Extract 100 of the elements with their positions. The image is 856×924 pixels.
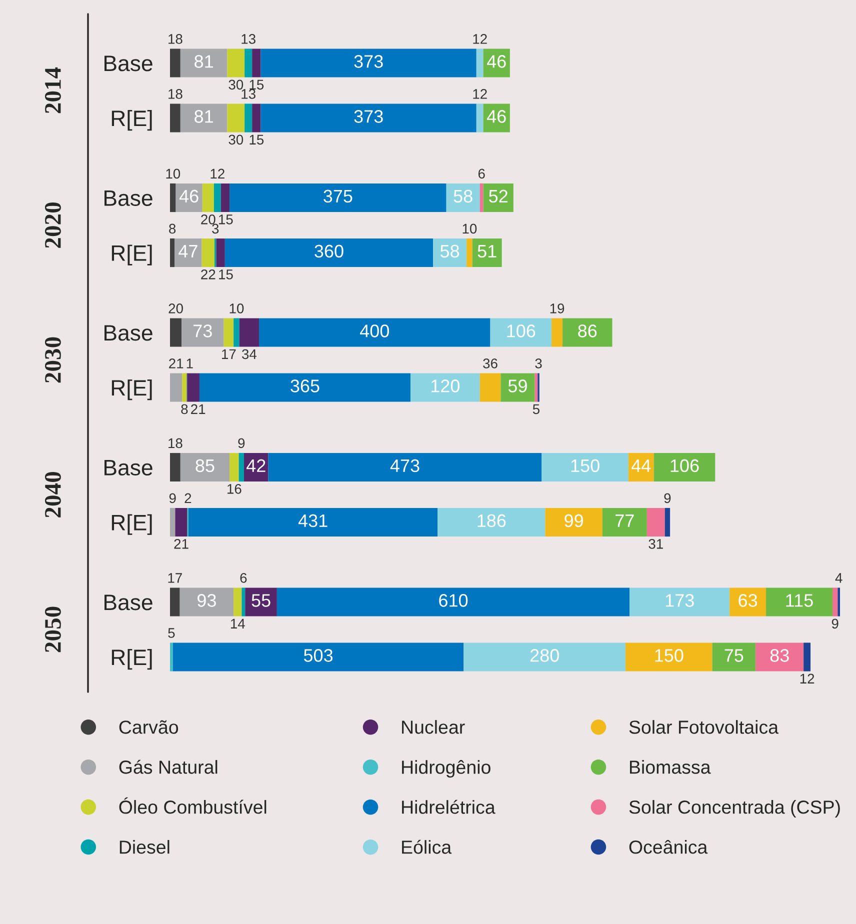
- legend-label: Biomassa: [630, 760, 711, 774]
- data-label: 73: [194, 324, 212, 338]
- data-label: 15: [250, 134, 264, 145]
- data-label: 8: [181, 404, 188, 414]
- data-label: 373: [354, 55, 383, 68]
- text: 2040: [44, 472, 61, 518]
- data-label: 2: [184, 493, 192, 503]
- data-label: 13: [242, 89, 256, 99]
- data-label: 10: [166, 168, 180, 179]
- data-label: 10: [462, 224, 477, 234]
- data-label: 280: [530, 649, 559, 662]
- data-label: 31: [648, 539, 663, 549]
- data-label: 81: [194, 55, 213, 68]
- data-label: 473: [390, 459, 420, 472]
- data-label: 34: [242, 349, 257, 360]
- data-label: 13: [242, 34, 256, 44]
- data-label: 22: [201, 270, 216, 280]
- data-label: 59: [508, 380, 527, 392]
- data-label: 36: [483, 358, 498, 368]
- data-label: 4: [835, 573, 842, 583]
- y-tick-label: R[E]: [112, 110, 152, 131]
- data-label: 106: [507, 324, 536, 338]
- data-label: 6: [240, 573, 247, 583]
- y-tick-label: R[E]: [112, 244, 152, 266]
- data-label: 46: [179, 190, 198, 203]
- data-label: 400: [360, 324, 389, 338]
- data-label: 173: [666, 594, 694, 607]
- data-label: 77: [616, 514, 634, 527]
- data-label: 99: [564, 514, 583, 528]
- data-label: 150: [571, 459, 600, 472]
- data-label: 15: [219, 270, 233, 280]
- legend-label: Nuclear: [402, 720, 465, 734]
- y-tick-label: Base: [104, 325, 152, 341]
- data-label: 58: [440, 244, 460, 258]
- data-label: 81: [194, 110, 213, 123]
- data-label: 17: [222, 349, 236, 359]
- data-label: 85: [196, 459, 214, 472]
- legend-label: Carvão: [119, 720, 178, 734]
- legend-label: Hidrelétrica: [402, 800, 496, 814]
- data-label: 58: [454, 190, 472, 203]
- data-label: 503: [304, 649, 333, 662]
- data-label: 365: [290, 380, 320, 392]
- data-label: 15: [250, 80, 264, 90]
- y-tick-label: Base: [104, 460, 152, 476]
- text: 2020: [44, 202, 61, 248]
- data-label: 12: [210, 168, 224, 178]
- data-label: 18: [168, 34, 182, 44]
- data-label: 18: [168, 89, 182, 99]
- data-label: 360: [314, 244, 344, 258]
- data-label: 19: [550, 304, 564, 314]
- data-label: 30: [228, 80, 244, 90]
- data-label: 115: [786, 594, 813, 607]
- data-label: 21: [191, 404, 206, 414]
- data-label: 20: [168, 304, 183, 314]
- data-label: 150: [655, 649, 684, 662]
- y-tick-label: Base: [104, 56, 152, 72]
- y-tick-label: Base: [104, 190, 152, 206]
- legend-label: Gás Natural: [119, 760, 218, 774]
- data-label: 75: [724, 649, 744, 662]
- data-label: 9: [169, 493, 176, 504]
- data-label: 17: [168, 573, 182, 583]
- data-label: 12: [800, 674, 814, 684]
- data-label: 55: [252, 594, 270, 607]
- y-tick-label: Base: [104, 594, 152, 610]
- data-label: 610: [439, 594, 468, 607]
- data-label: 51: [478, 244, 496, 258]
- data-label: 9: [664, 493, 671, 504]
- data-label: 375: [324, 190, 352, 203]
- data-label: 8: [169, 224, 176, 234]
- data-label: 9: [238, 438, 245, 448]
- data-label: 46: [486, 55, 506, 68]
- legend-label: Oceânica: [629, 840, 708, 854]
- data-label: 12: [473, 34, 487, 44]
- legend-label: Solar Fotovoltaica: [629, 720, 779, 734]
- data-label: 14: [230, 618, 245, 628]
- data-label: 6: [478, 168, 485, 179]
- data-label: 93: [198, 594, 216, 607]
- data-label: 10: [230, 304, 244, 314]
- data-label: 1: [186, 358, 193, 368]
- data-label: 9: [832, 618, 838, 629]
- legend-label: Hidrogênio: [402, 760, 490, 778]
- text: 2050: [44, 606, 61, 652]
- data-label: 15: [218, 214, 233, 224]
- data-label: 3: [535, 358, 542, 368]
- y-tick-label: R[E]: [112, 514, 152, 535]
- data-label: 186: [478, 514, 506, 528]
- data-label: 47: [178, 244, 198, 258]
- data-label: 431: [298, 514, 328, 528]
- data-label: 46: [486, 110, 506, 123]
- legend-label: Eólica: [402, 840, 452, 854]
- legend-label: Diesel: [120, 840, 170, 854]
- legend-label: Solar Concentrada (CSP): [629, 800, 840, 818]
- data-label: 63: [738, 594, 758, 607]
- data-label: 373: [354, 110, 383, 123]
- data-label: 21: [174, 539, 188, 549]
- data-label: 52: [489, 190, 508, 203]
- text: 2030: [44, 337, 61, 383]
- data-label: 18: [168, 438, 182, 448]
- data-label: 5: [532, 404, 540, 414]
- data-label: 106: [670, 459, 699, 472]
